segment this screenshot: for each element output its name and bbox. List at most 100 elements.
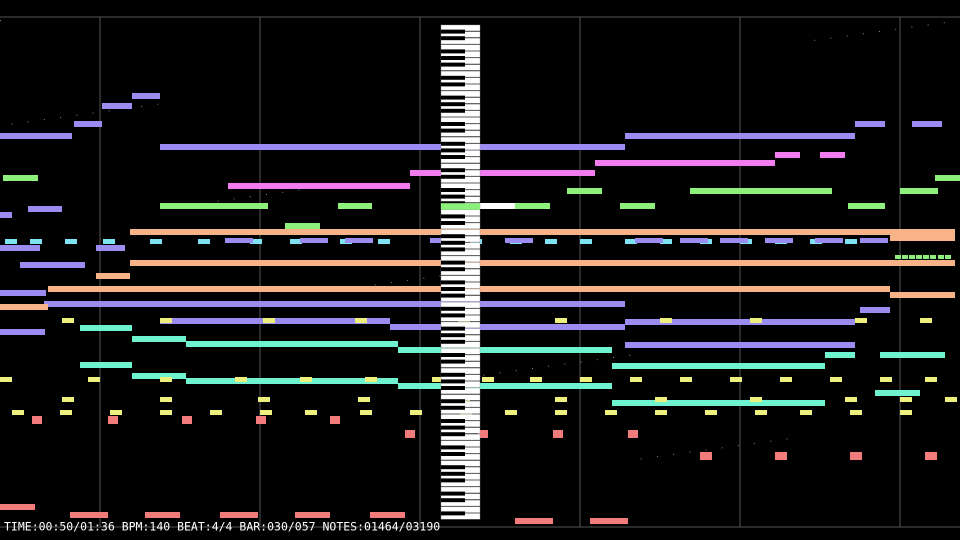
black-key <box>441 425 465 430</box>
note <box>655 397 667 402</box>
note <box>935 175 960 181</box>
black-key <box>441 155 465 159</box>
keyboard <box>440 24 481 520</box>
note <box>680 377 692 382</box>
star <box>439 275 441 277</box>
note <box>410 170 595 176</box>
black-key <box>441 313 465 318</box>
note <box>515 518 553 524</box>
star <box>548 365 550 367</box>
star <box>629 354 631 356</box>
note <box>628 430 638 438</box>
note <box>555 397 567 402</box>
black-key <box>441 29 465 34</box>
note <box>825 352 855 358</box>
note <box>855 318 867 323</box>
star <box>266 194 267 195</box>
note <box>290 239 302 244</box>
note <box>820 152 845 158</box>
black-key <box>441 194 465 199</box>
note <box>160 144 625 150</box>
black-key <box>441 240 465 245</box>
note <box>478 430 488 438</box>
black-key <box>441 498 465 503</box>
note <box>655 410 667 415</box>
note <box>875 390 920 396</box>
note <box>890 235 955 241</box>
black-key <box>441 326 465 331</box>
note <box>60 410 72 415</box>
note <box>74 121 102 127</box>
note <box>605 410 617 415</box>
black-key <box>441 478 465 483</box>
star <box>499 372 501 374</box>
note <box>263 318 275 323</box>
note <box>553 430 563 438</box>
note <box>28 206 62 212</box>
note <box>860 307 890 313</box>
note <box>815 238 843 243</box>
note <box>620 203 655 209</box>
star <box>770 440 772 442</box>
note <box>480 203 515 209</box>
note <box>580 239 592 244</box>
note <box>256 416 266 424</box>
note <box>260 410 272 415</box>
note <box>848 203 885 209</box>
star <box>141 105 143 107</box>
note <box>775 152 800 158</box>
note <box>108 416 118 424</box>
black-key <box>441 445 465 450</box>
note <box>482 377 494 382</box>
black-key <box>441 471 465 476</box>
black-key <box>441 214 465 219</box>
note <box>680 238 708 243</box>
note <box>720 238 748 243</box>
note <box>0 377 12 382</box>
star <box>862 33 864 35</box>
black-key <box>441 122 465 126</box>
star <box>298 189 300 191</box>
note <box>186 378 398 384</box>
note <box>300 238 328 243</box>
note <box>132 93 160 99</box>
note <box>132 336 186 342</box>
black-key <box>441 452 465 456</box>
star <box>92 112 94 114</box>
star <box>754 442 756 444</box>
note <box>0 245 40 251</box>
note <box>850 452 862 460</box>
star <box>613 357 614 358</box>
note <box>0 290 46 296</box>
note <box>625 319 855 325</box>
star <box>656 456 658 458</box>
note <box>902 255 908 259</box>
note <box>625 239 637 244</box>
black-key <box>441 465 465 470</box>
note <box>65 239 77 244</box>
note <box>930 255 936 259</box>
black-key <box>441 36 465 41</box>
note <box>285 223 320 229</box>
star <box>282 191 284 193</box>
note <box>0 212 12 218</box>
black-key <box>441 102 465 107</box>
black-key <box>441 386 465 390</box>
note <box>0 504 35 510</box>
note <box>625 133 855 139</box>
note <box>900 188 938 194</box>
note <box>80 325 132 331</box>
bar-grid <box>0 16 960 528</box>
note <box>945 255 951 259</box>
note <box>345 238 373 243</box>
black-key <box>441 234 465 239</box>
black-key <box>441 511 465 516</box>
star <box>737 445 739 447</box>
note <box>920 318 932 323</box>
black-key <box>441 108 465 113</box>
note <box>300 377 312 382</box>
note <box>612 400 825 406</box>
note <box>103 239 115 244</box>
note <box>160 318 172 323</box>
